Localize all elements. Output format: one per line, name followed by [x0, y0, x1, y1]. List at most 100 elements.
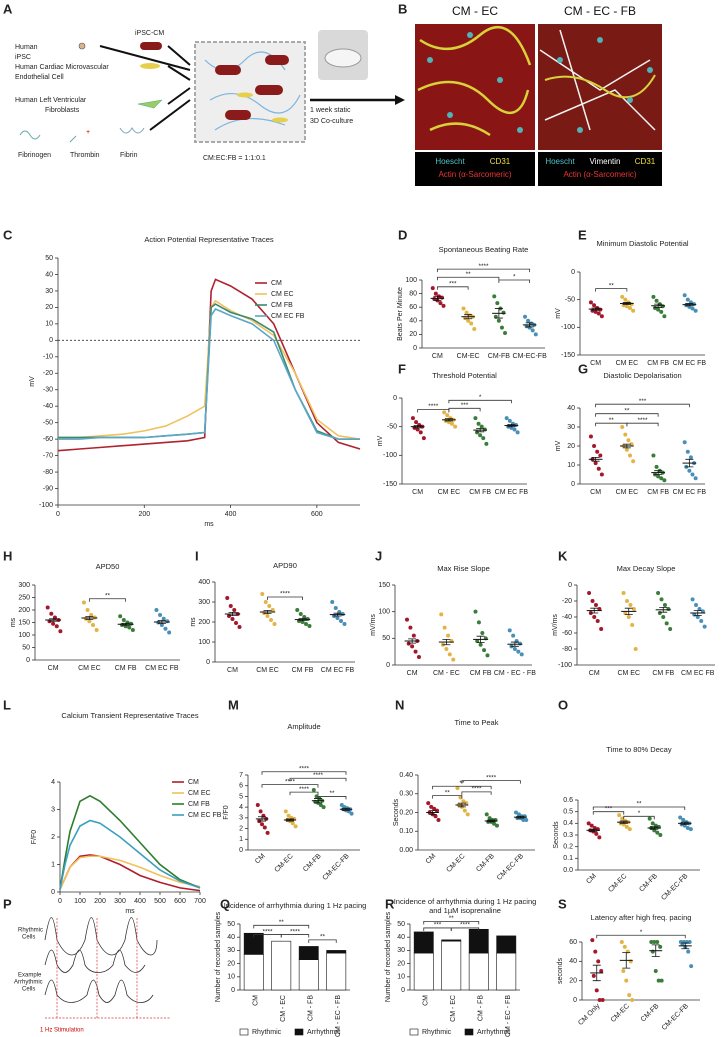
data-point [620, 816, 625, 821]
legend-label: CM EC FB [271, 313, 305, 320]
data-point [87, 619, 92, 624]
data-point [349, 811, 354, 816]
legend-swatch [464, 1028, 474, 1036]
error-bar [464, 314, 473, 320]
data-point [298, 612, 303, 616]
x-tick-label: CM [253, 995, 260, 1006]
data-point [465, 812, 470, 817]
bar-segment [413, 952, 434, 991]
x-tick-label: CM FB [469, 489, 491, 496]
x-tick-label: CM FB [292, 667, 314, 674]
y-tick-label: 0 [239, 847, 243, 854]
chart-title: Threshold Potential [432, 371, 497, 380]
micrograph-detail [417, 25, 532, 137]
y-tick-label: 40 [227, 934, 235, 941]
data-point [429, 804, 434, 809]
data-point [623, 432, 628, 437]
bar-segment [413, 931, 434, 954]
data-point [689, 964, 694, 969]
x-tick-label: CM [254, 853, 267, 866]
data-point [503, 331, 508, 336]
data-point [476, 620, 481, 625]
data-point [165, 619, 170, 624]
data-point [269, 618, 273, 622]
x-tick-label: 700 [194, 898, 206, 905]
data-point [492, 294, 497, 299]
y-tick-label: 30 [227, 947, 235, 954]
stain: Actin (α-Sarcomeric) [438, 170, 511, 179]
error-bar [659, 607, 668, 613]
data-point [445, 413, 450, 418]
data-point [620, 294, 625, 299]
y-tick-label: -50 [387, 424, 397, 431]
data-point [593, 309, 598, 314]
data-point [408, 625, 413, 630]
y-tick-label: 2 [51, 834, 55, 841]
y-axis-label: mV/ms [370, 614, 377, 636]
trace [59, 819, 201, 890]
significance-label: ** [636, 801, 642, 808]
y-tick-label: 0 [568, 582, 572, 589]
error-bar [693, 610, 702, 616]
label: Thrombin [70, 152, 100, 159]
y-tick-label: -150 [383, 481, 397, 488]
x-tick-label: CM EC FB [673, 489, 707, 496]
data-point [662, 603, 667, 607]
y-tick-label: -80 [562, 646, 572, 653]
label: Fibrinogen [18, 152, 51, 159]
y-tick-label: 1 [239, 836, 243, 843]
significance-label: **** [280, 591, 291, 598]
legend-label: Arrhythmic [307, 1029, 341, 1036]
y-tick-label: -40 [562, 614, 572, 621]
label: Example [18, 973, 42, 979]
fibrin-icon [19, 130, 77, 143]
x-tick-label: CM EC [616, 360, 639, 367]
data-point [597, 998, 602, 1002]
data-point [228, 604, 233, 608]
y-tick-label: -150 [561, 352, 575, 359]
label: Cells [22, 935, 35, 941]
data-point [45, 605, 50, 610]
data-point [161, 616, 166, 621]
x-tick-label: CM EC FB [495, 489, 529, 496]
y-tick-label: 0.10 [399, 828, 413, 835]
data-point [662, 314, 667, 319]
data-point [464, 310, 469, 315]
data-point [406, 641, 411, 646]
y-axis-label: Beats Per Minute [397, 287, 404, 341]
x-tick-label: CM [425, 853, 438, 866]
cm [255, 85, 283, 95]
cell-icon [137, 99, 163, 109]
data-point [664, 621, 669, 626]
legend-box [538, 152, 662, 186]
data-point [441, 303, 446, 308]
data-point [600, 998, 605, 1002]
data-point [655, 830, 660, 835]
x-tick-label: CM FB [647, 360, 669, 367]
data-point [631, 607, 636, 611]
x-tick-label: 400 [225, 511, 237, 518]
y-axis-label: ms [190, 617, 197, 627]
x-tick-label: CM - FB [478, 995, 485, 1021]
y-tick-label: 100 [198, 639, 210, 646]
panel-letter: O [558, 697, 568, 712]
panel-letter: B [398, 1, 407, 16]
data-point [461, 306, 466, 311]
data-point [480, 631, 485, 635]
data-point [442, 410, 447, 415]
y-tick-label: 0.2 [563, 844, 573, 851]
data-point [624, 824, 629, 829]
y-tick-label: 20 [569, 978, 577, 985]
bar-segment [326, 950, 347, 954]
chart-title: Calcium Transient Representative Traces [61, 711, 198, 720]
y-tick-label: 20 [45, 304, 53, 311]
y-tick-label: -50 [43, 420, 53, 427]
trace [59, 794, 201, 890]
panel-b: B CM - EC CM - EC - FB Hoescht CD31 Acti… [398, 1, 662, 186]
chart-title: Incidence of arrhythmia during 1 Hz paci… [224, 901, 367, 910]
data-point [656, 978, 661, 983]
data-point [265, 614, 270, 618]
y-tick-label: 4 [239, 804, 243, 811]
y-tick-label: 0.20 [399, 809, 413, 816]
